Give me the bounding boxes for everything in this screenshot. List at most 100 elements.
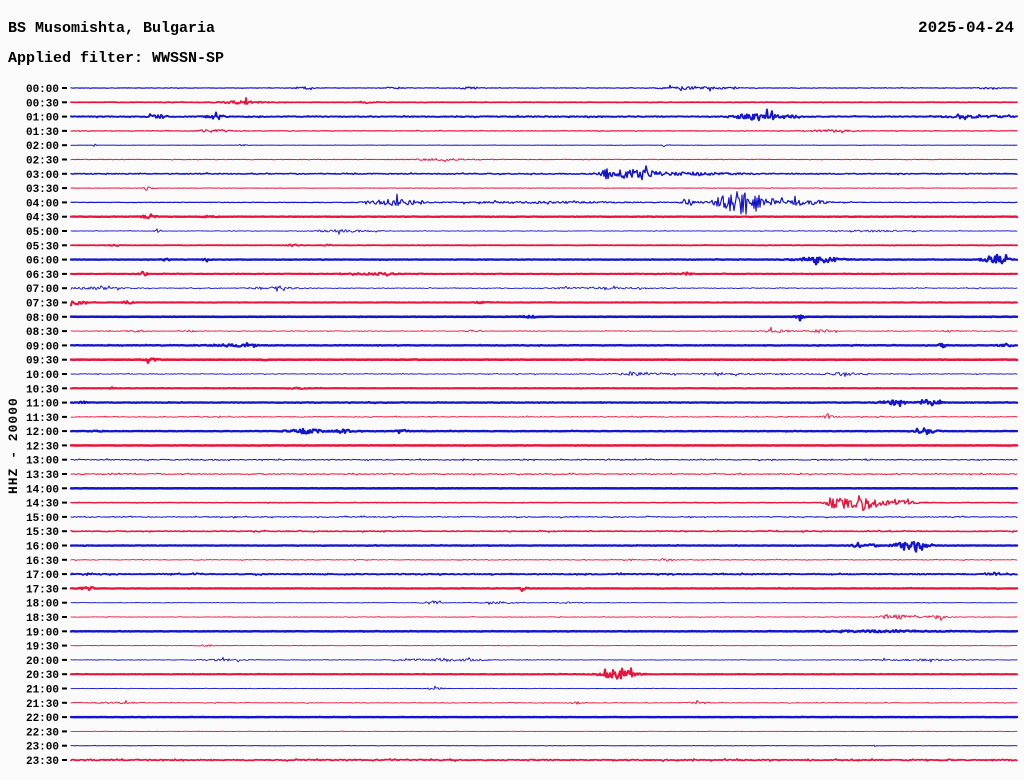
row-tick — [62, 230, 67, 232]
row-tick — [62, 630, 67, 633]
row-tick — [62, 330, 67, 333]
trace-row-0400 — [70, 191, 1018, 215]
time-label: 21:00 — [26, 685, 59, 697]
row-tick — [62, 115, 67, 118]
time-label: 06:30 — [26, 270, 59, 282]
trace-row-0000 — [70, 84, 1018, 92]
row-tick — [62, 473, 67, 475]
row-tick — [62, 272, 67, 275]
trace-row-0200 — [70, 143, 1018, 148]
trace-row-0500 — [70, 228, 1018, 235]
row-tick — [62, 87, 67, 89]
trace-row-2300 — [70, 744, 1018, 748]
row-tick — [62, 358, 67, 361]
time-label: 19:30 — [26, 642, 59, 654]
trace-row-1930 — [70, 644, 1018, 647]
time-label: 22:30 — [26, 727, 59, 739]
row-tick — [62, 344, 67, 347]
row-tick — [62, 515, 67, 518]
trace-row-0830 — [70, 326, 1018, 334]
time-label: 08:00 — [26, 313, 59, 325]
time-label: 23:30 — [26, 756, 59, 768]
time-label: 19:00 — [26, 627, 59, 639]
trace-row-2000 — [70, 656, 1018, 663]
time-label: 01:00 — [26, 113, 59, 125]
time-label: 17:30 — [26, 584, 59, 596]
time-label: 13:00 — [26, 456, 59, 468]
time-label: 22:00 — [26, 713, 59, 725]
station-title: BS Musomishta, Bulgaria — [8, 20, 216, 37]
trace-row-0800 — [69, 314, 1019, 322]
row-tick — [62, 487, 67, 490]
row-tick — [62, 158, 67, 161]
trace-row-1430 — [70, 495, 1018, 512]
time-label: 04:30 — [26, 213, 59, 225]
time-label: 00:30 — [26, 98, 59, 110]
row-tick — [62, 658, 67, 661]
trace-row-1830 — [70, 613, 1018, 622]
row-tick — [62, 101, 67, 104]
trace-row-1000 — [70, 371, 1018, 378]
filter-label: Applied filter: WWSSN-SP — [8, 50, 225, 67]
trace-row-2100 — [70, 685, 1018, 690]
row-tick — [62, 544, 67, 547]
time-label: 16:30 — [26, 556, 59, 568]
trace-row-2130 — [70, 699, 1018, 705]
time-label: 21:30 — [26, 699, 59, 711]
row-tick — [62, 744, 67, 747]
time-label: 10:00 — [26, 370, 59, 382]
row-tick — [62, 444, 67, 447]
time-label: 02:00 — [26, 141, 59, 153]
row-tick — [62, 673, 67, 676]
row-tick — [62, 558, 67, 561]
row-tick — [62, 244, 67, 247]
time-label: 07:00 — [26, 284, 59, 296]
row-tick — [62, 187, 67, 190]
row-tick — [62, 144, 67, 147]
row-tick — [62, 644, 67, 647]
trace-row-1800 — [70, 600, 1018, 605]
trace-row-0230 — [70, 157, 1018, 163]
row-tick — [62, 687, 67, 690]
trace-row-0100 — [70, 108, 1018, 122]
trace-row-1330 — [70, 472, 1018, 476]
trace-row-1530 — [70, 529, 1018, 533]
time-label: 18:00 — [26, 599, 59, 611]
row-tick — [62, 373, 67, 375]
time-label: 23:00 — [26, 742, 59, 754]
trace-row-2230 — [70, 730, 1018, 733]
time-label: 17:00 — [26, 570, 59, 582]
time-label: 11:00 — [26, 399, 59, 411]
row-tick — [62, 730, 67, 733]
row-tick — [62, 387, 67, 390]
time-label: 12:30 — [26, 441, 59, 453]
trace-row-1130 — [70, 413, 1018, 419]
time-label: 01:30 — [26, 127, 59, 139]
trace-row-0630 — [69, 270, 1019, 277]
row-tick — [62, 530, 67, 533]
trace-row-1500 — [70, 515, 1018, 519]
time-label: 03:30 — [26, 184, 59, 196]
trace-row-0900 — [69, 342, 1019, 349]
trace-row-1630 — [70, 558, 1018, 562]
row-tick — [62, 616, 67, 618]
time-label: 10:30 — [26, 384, 59, 396]
time-label: 09:30 — [26, 356, 59, 368]
row-tick — [62, 573, 67, 576]
trace-row-0730 — [69, 300, 1019, 307]
row-tick — [62, 458, 67, 461]
time-label: 05:00 — [26, 227, 59, 239]
time-label: 15:30 — [26, 527, 59, 539]
row-tick — [62, 601, 67, 604]
trace-row-1300 — [70, 458, 1018, 462]
trace-row-1030 — [69, 386, 1019, 391]
row-tick — [62, 587, 67, 590]
row-tick — [62, 401, 67, 404]
time-label: 07:30 — [26, 299, 59, 311]
time-label: 04:00 — [26, 198, 59, 210]
row-tick — [62, 501, 67, 504]
row-tick — [62, 172, 67, 175]
time-label: 09:00 — [26, 341, 59, 353]
trace-row-0030 — [70, 97, 1018, 105]
